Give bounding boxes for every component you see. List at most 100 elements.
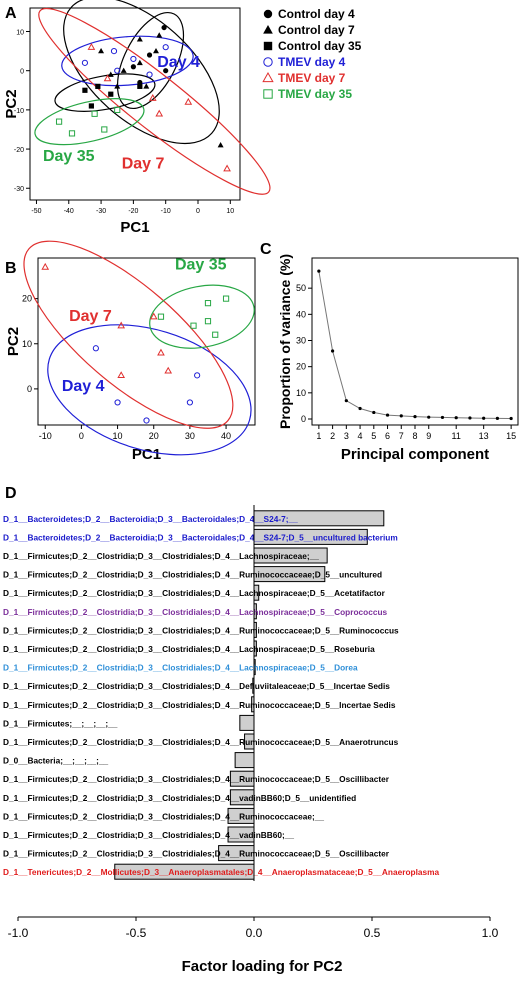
x-tick-label: 0 — [79, 431, 84, 441]
variance-point — [427, 415, 431, 419]
x-tick-label: 6 — [385, 431, 390, 441]
variance-point — [413, 415, 417, 419]
x-tick-label: 1 — [316, 431, 321, 441]
taxon-label: D_1__Firmicutes;D_2__Clostridia;D_3__Clo… — [3, 625, 399, 635]
variance-point — [344, 399, 348, 403]
panel-label-a: A — [5, 5, 17, 22]
y-axis-label: PC2 — [3, 89, 20, 118]
variance-point — [509, 416, 513, 421]
y-tick-label: 50 — [296, 283, 306, 293]
taxon-label: D_1__Firmicutes;D_2__Clostridia;D_3__Clo… — [3, 793, 356, 803]
variance-point — [358, 406, 362, 411]
data-point — [263, 9, 273, 19]
taxon-label: D_1__Bacteroidetes;D_2__Bacteroidia;D_3_… — [3, 532, 398, 542]
taxon-label: D_1__Firmicutes;D_2__Clostridia;D_3__Clo… — [3, 811, 324, 821]
x-tick-label: -40 — [64, 208, 74, 215]
x-tick-label: -10 — [39, 431, 52, 441]
data-point — [88, 103, 94, 109]
data-point — [117, 371, 126, 379]
x-tick-label: 0 — [196, 208, 200, 215]
data-point — [103, 74, 112, 82]
x-tick-label: 11 — [452, 431, 461, 441]
data-point — [263, 89, 273, 99]
data-point — [262, 71, 274, 83]
x-tick-label: 2 — [330, 431, 335, 441]
data-point — [153, 47, 159, 54]
taxon-label: D_1__Firmicutes;__;__;__;__ — [3, 718, 118, 728]
confidence-ellipse — [149, 284, 255, 349]
variance-point — [372, 410, 376, 415]
data-point — [110, 48, 118, 55]
data-point — [114, 83, 121, 89]
y-tick-label: 0 — [301, 414, 306, 424]
x-tick-label: -1.0 — [8, 926, 29, 940]
y-axis-label: PC2 — [5, 327, 22, 356]
data-point — [91, 110, 98, 117]
data-point — [155, 109, 164, 117]
taxon-label: D_1__Firmicutes;D_2__Clostridia;D_3__Clo… — [3, 551, 319, 561]
variance-point — [482, 416, 486, 420]
data-point — [190, 322, 197, 329]
taxon-label: D_0__Bacteria;__;__;__;__ — [3, 756, 109, 766]
variance-point — [317, 269, 321, 273]
variance-point — [399, 414, 403, 418]
data-point — [117, 321, 126, 329]
y-tick-label: 20 — [296, 362, 306, 372]
data-point — [130, 64, 136, 70]
x-tick-label: -20 — [128, 208, 138, 215]
data-point — [41, 262, 50, 270]
x-axis-label: Principal component — [341, 446, 489, 463]
taxon-label: D_1__Firmicutes;D_2__Clostridia;D_3__Clo… — [3, 737, 399, 747]
taxon-label: D_1__Firmicutes;D_2__Clostridia;D_3__Clo… — [3, 830, 294, 840]
data-point — [157, 348, 165, 356]
variance-line — [318, 271, 512, 419]
x-tick-label: 15 — [506, 431, 516, 441]
data-point — [148, 93, 157, 101]
legend-entry: Control day 7 — [278, 23, 355, 37]
data-point — [107, 71, 114, 77]
x-tick-label: 30 — [185, 431, 195, 441]
data-point — [137, 79, 143, 86]
plot-frame — [311, 257, 519, 426]
group-annotation: Day 4 — [157, 54, 200, 71]
data-point — [163, 68, 169, 74]
variance-point — [331, 349, 335, 353]
x-tick-label: 0.5 — [364, 926, 381, 940]
x-tick-label: 10 — [226, 208, 234, 215]
loading-bar — [239, 714, 255, 731]
data-point — [186, 399, 193, 406]
group-annotation: Day 35 — [175, 256, 227, 273]
x-tick-label: 9 — [426, 431, 431, 441]
panel-label-b: B — [5, 260, 17, 277]
x-tick-label: -0.5 — [126, 926, 147, 940]
y-tick-label: 0 — [20, 69, 24, 76]
data-point — [81, 59, 89, 66]
x-tick-label: 8 — [412, 431, 417, 441]
variance-point — [468, 416, 472, 420]
panel-label-c: C — [260, 241, 272, 258]
legend-entry: TMEV day 35 — [278, 87, 352, 101]
data-point — [223, 164, 231, 172]
y-tick-label: 20 — [22, 294, 32, 304]
taxon-label: D_1__Firmicutes;D_2__Clostridia;D_3__Clo… — [3, 849, 390, 859]
data-point — [222, 295, 230, 302]
x-tick-label: 1.0 — [482, 926, 499, 940]
y-tick-label: 30 — [296, 336, 306, 346]
confidence-ellipse — [63, 0, 220, 145]
x-tick-label: -50 — [31, 208, 41, 215]
panel-a-scatter: -50 -40 -30 -20 -10 0 10 -30 -20 -10 0 10 PC1 PC2 Day … — [3, 0, 362, 236]
variance-point — [440, 415, 445, 420]
data-point — [137, 83, 143, 89]
plot-frame — [29, 7, 241, 201]
data-point — [87, 43, 96, 50]
data-point — [130, 55, 137, 63]
x-tick-label: 7 — [399, 431, 404, 441]
data-point — [108, 91, 114, 97]
x-tick-label: 0.0 — [246, 926, 263, 940]
data-point — [136, 59, 143, 66]
taxon-label: D_1__Firmicutes;D_2__Clostridia;D_3__Clo… — [3, 570, 382, 580]
x-tick-label: 3 — [344, 431, 349, 441]
data-point — [217, 142, 224, 148]
data-point — [263, 41, 273, 51]
